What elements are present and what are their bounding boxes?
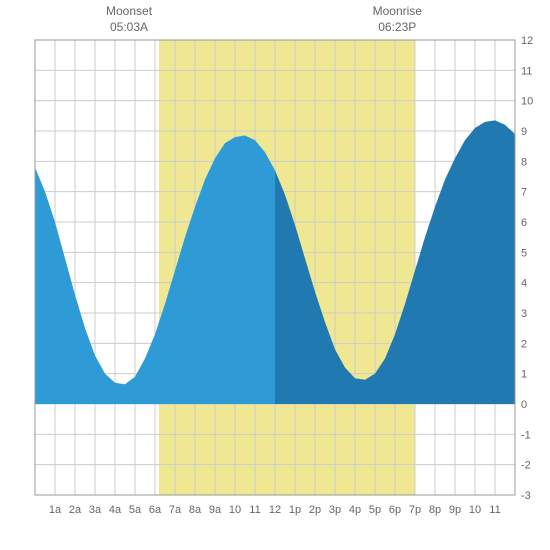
svg-text:6a: 6a [149,504,162,516]
svg-text:8: 8 [521,156,527,168]
svg-text:0: 0 [521,399,527,411]
svg-text:2a: 2a [69,504,82,516]
svg-text:9a: 9a [209,504,222,516]
moonset-label: Moonset 05:03A [106,4,152,35]
svg-text:2: 2 [521,338,527,350]
svg-text:4p: 4p [349,504,361,516]
svg-text:12: 12 [521,35,533,47]
tide-chart: Moonset 05:03A Moonrise 06:23P -3-2-1012… [0,0,550,550]
svg-text:3a: 3a [89,504,102,516]
svg-text:6p: 6p [389,504,401,516]
svg-text:1: 1 [521,369,527,381]
moonrise-label: Moonrise 06:23P [373,4,422,35]
svg-text:5p: 5p [369,504,381,516]
svg-text:1p: 1p [289,504,301,516]
svg-text:7: 7 [521,187,527,199]
svg-text:7p: 7p [409,504,421,516]
moonset-time: 05:03A [110,20,148,34]
svg-text:4a: 4a [109,504,122,516]
svg-text:8a: 8a [189,504,202,516]
svg-text:7a: 7a [169,504,182,516]
svg-text:9: 9 [521,126,527,138]
chart-svg: -3-2-101234567891011121a2a3a4a5a6a7a8a9a… [0,0,550,550]
svg-text:-2: -2 [521,460,531,472]
svg-text:9p: 9p [449,504,461,516]
svg-text:5a: 5a [129,504,142,516]
svg-text:5: 5 [521,247,527,259]
svg-text:11: 11 [521,65,532,77]
svg-text:3p: 3p [329,504,341,516]
svg-text:12: 12 [269,504,281,516]
svg-text:-1: -1 [521,429,531,441]
svg-text:11: 11 [489,504,500,516]
svg-text:11: 11 [249,504,260,516]
svg-text:-3: -3 [521,490,531,502]
svg-text:2p: 2p [309,504,321,516]
svg-text:10: 10 [469,504,481,516]
moonset-title: Moonset [106,4,152,18]
moonrise-time: 06:23P [378,20,416,34]
svg-text:10: 10 [229,504,241,516]
moonrise-title: Moonrise [373,4,422,18]
svg-text:4: 4 [521,278,527,290]
svg-text:1a: 1a [49,504,62,516]
svg-text:6: 6 [521,217,527,229]
svg-text:3: 3 [521,308,527,320]
svg-text:8p: 8p [429,504,441,516]
svg-text:10: 10 [521,96,533,108]
